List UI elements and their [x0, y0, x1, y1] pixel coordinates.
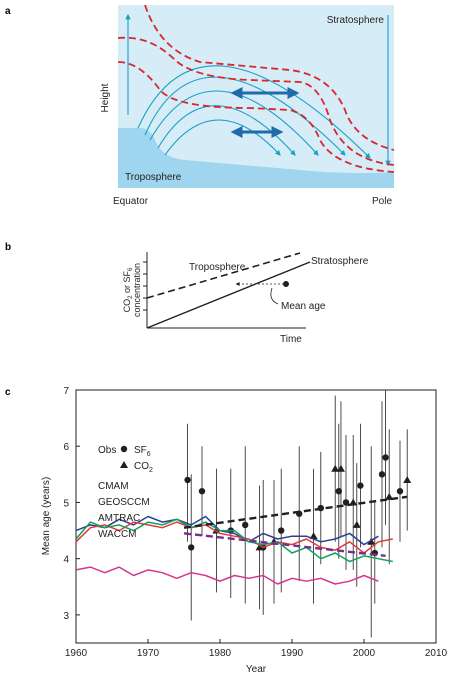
- x-tick-label: 1970: [137, 648, 160, 659]
- y-axis-title: Mean age (years): [41, 477, 52, 555]
- legend-sf6: SF6: [134, 445, 151, 458]
- sf6-point: [278, 527, 285, 534]
- panel-a-letter: a: [5, 6, 11, 17]
- troposphere-label: Troposphere: [125, 172, 182, 183]
- panel-c-letter: c: [5, 387, 11, 398]
- svg-text:CO2 or SF6: CO2 or SF6: [122, 267, 134, 312]
- trend-line-2: [183, 532, 386, 558]
- co2-point: [352, 520, 361, 528]
- plot-frame: [75, 389, 437, 644]
- sf6-point: [242, 521, 249, 529]
- stratosphere-line: [146, 261, 311, 329]
- co2-point: [336, 464, 345, 472]
- y-tick-label: 7: [63, 386, 69, 397]
- panel-c: c 1960 1970 1980 1990 2000 2010 3 4 5 6 7 Year Me…: [5, 386, 448, 675]
- y-tick-label: 6: [63, 442, 69, 453]
- troposphere-line: [146, 252, 301, 299]
- sf6-point: [335, 488, 342, 495]
- sf6-point: [382, 454, 389, 461]
- panel-b-axes: [143, 252, 306, 329]
- troposphere-area: [118, 128, 394, 188]
- legend-waccm: WACCM: [98, 529, 137, 540]
- sf6-point: [357, 482, 364, 489]
- x-tick-label: 1990: [281, 648, 304, 659]
- legend-co2: CO2: [134, 461, 153, 474]
- legend-cmam: CMAM: [98, 481, 129, 492]
- series-line-cmam: [75, 515, 379, 546]
- x-tick-label: 2000: [353, 648, 376, 659]
- y-tick-label: 5: [63, 498, 69, 509]
- troposphere-b-label: Troposphere: [189, 262, 246, 273]
- trend-lines: [183, 495, 408, 558]
- isopleths: [118, 5, 394, 173]
- legend-triangle-marker: [120, 461, 128, 468]
- co2-point: [403, 475, 412, 483]
- co2-point: [331, 464, 340, 472]
- mean-age-label: Mean age: [281, 301, 326, 312]
- series-line-amtrac: [75, 518, 393, 563]
- series-line-geosccm: [75, 521, 393, 554]
- panel-b-letter: b: [5, 242, 11, 253]
- model-series: [75, 515, 393, 585]
- x-tick-label: 1960: [65, 648, 88, 659]
- mean-age-pointer: [270, 287, 279, 305]
- equator-label: Equator: [113, 196, 149, 207]
- concentration-label: CO2 or SF6 concentration: [122, 263, 142, 317]
- y-tick-label: 3: [63, 611, 69, 622]
- legend: Obs SF6 CO2 CMAM GEOSCCM AMTRAC WACCM: [98, 445, 153, 540]
- x-tick-label: 2010: [425, 648, 448, 659]
- sf6-point: [184, 476, 191, 484]
- trend-line-1: [183, 495, 408, 529]
- panel-a: a: [5, 5, 394, 207]
- legend-obs: Obs: [98, 445, 116, 456]
- stratosphere-b-label: Stratosphere: [311, 256, 369, 267]
- panel-b: b Troposphere Stratosphere Mean age Time…: [5, 242, 369, 345]
- sf6-point: [396, 488, 404, 495]
- pole-label: Pole: [372, 196, 392, 207]
- x-axis-title: Year: [246, 664, 267, 675]
- height-label: Height: [100, 83, 111, 112]
- x-tick-label: 1980: [209, 648, 232, 659]
- observations: [184, 390, 412, 638]
- stratosphere-label: Stratosphere: [327, 15, 385, 26]
- time-label: Time: [280, 334, 302, 345]
- co2-point: [367, 537, 376, 545]
- sf6-point: [188, 544, 195, 551]
- legend-circle-marker: [120, 445, 128, 453]
- x-axis: 1960 1970 1980 1990 2000 2010: [65, 639, 448, 659]
- svg-text:concentration: concentration: [132, 263, 142, 317]
- mean-age-point: [283, 281, 289, 287]
- sf6-point: [198, 488, 206, 495]
- co2-point: [255, 543, 264, 551]
- legend-geosccm: GEOSCCM: [98, 497, 150, 508]
- y-axis: 3 4 5 6 7: [63, 386, 80, 622]
- mixing-arrows: [230, 87, 300, 138]
- legend-amtrac: AMTRAC: [98, 513, 140, 524]
- y-tick-label: 4: [63, 555, 69, 566]
- circulation-arrows: [125, 13, 391, 167]
- sf6-point: [378, 471, 386, 478]
- series-line-waccm: [75, 566, 379, 585]
